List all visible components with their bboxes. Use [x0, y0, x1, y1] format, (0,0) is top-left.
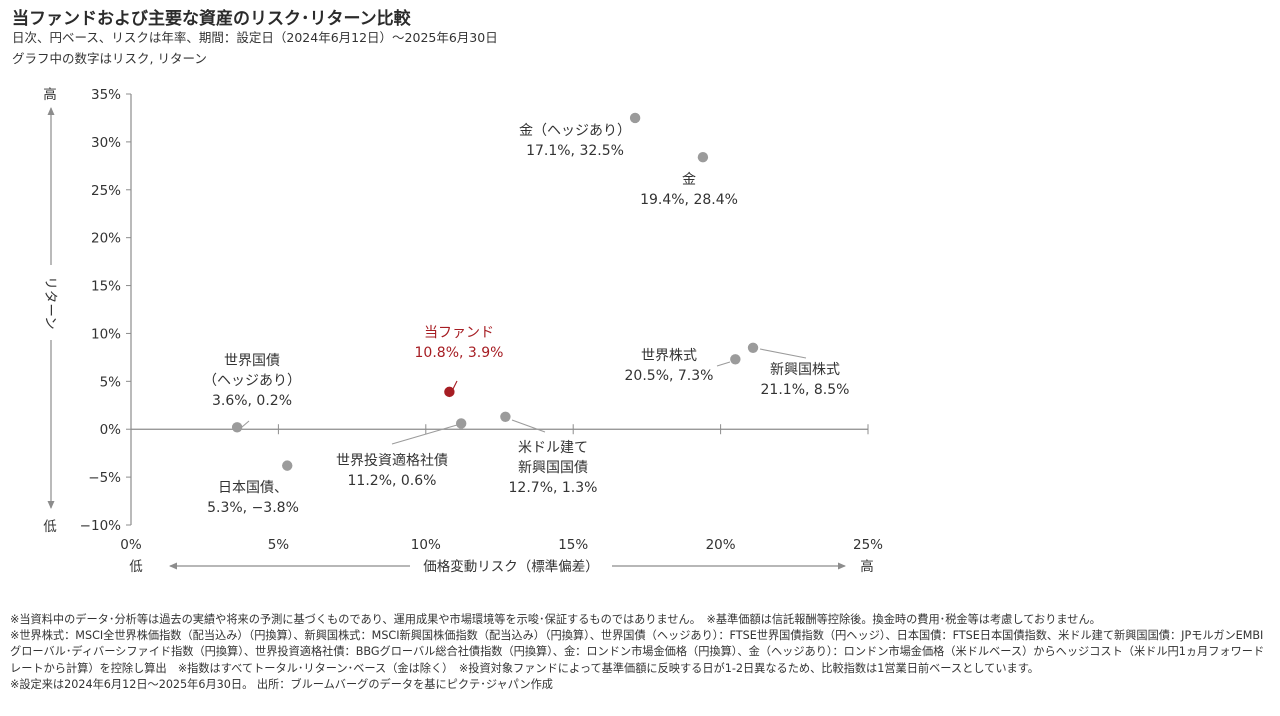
point-value-gold-hedged: 17.1%, 32.5% [526, 143, 624, 159]
y-axis-title: リターン [42, 276, 58, 329]
point-name-world-ig: 世界投資適格社債 [336, 452, 448, 469]
y-tick-label: 0% [100, 422, 122, 438]
footnote-disclaimer: ※当資料中のデータ･分析等は過去の実績や将来の予測に基づくものであり、運用成果や… [10, 613, 1101, 626]
leader-line-world-ig [391, 424, 458, 445]
point-value-jgb: 5.3%, −3.8% [207, 500, 299, 516]
y-tick-label: 30% [91, 135, 121, 151]
data-point-gold [697, 152, 709, 163]
data-labels: 金（ヘッジあり） 17.1%, 32.5% 金 19.4%, 28.4% 当ファンド 10… [203, 123, 849, 516]
point-name-jgb: 日本国債、 [218, 480, 288, 496]
point-value-world-ig: 11.2%, 0.6% [348, 473, 437, 489]
point-name-gold: 金 [682, 172, 696, 188]
y-axis-high-label: 高 [43, 86, 57, 103]
risk-return-scatter-chart: 35% 30% 25% 20% 15% 10% 5% 0% −5% −10% 0% 5% 10% 15% 2… [42, 86, 883, 575]
point-value-em-equity: 21.1%, 8.5% [761, 382, 850, 398]
footnote-period-source: ※設定来は2024年6月12日～2025年6月30日。 出所：ブルームバーグのデ… [10, 677, 553, 691]
point-name-world-bond-hedged: （ヘッジあり） [203, 373, 301, 389]
point-name-em-equity: 新興国株式 [770, 362, 840, 378]
data-point-jgb [282, 460, 293, 471]
y-tick-label: 25% [91, 183, 121, 199]
data-point-world-ig [455, 418, 467, 429]
chart-note: グラフ中の数字はリスク, リターン [12, 51, 207, 66]
x-axis-title: 価格変動リスク（標準偏差） [423, 558, 599, 575]
x-tick-label: 10% [411, 537, 441, 553]
x-tick-label: 5% [268, 537, 290, 553]
x-tick-label: 15% [558, 537, 588, 553]
data-point-world-bond-hedged [231, 422, 243, 433]
data-point-em-equity [747, 342, 759, 354]
chart-title: 当ファンドおよび主要な資産のリスク･リターン比較 [12, 9, 411, 29]
data-point-em-usd-bond [500, 411, 511, 422]
leader-line-em-equity [759, 348, 807, 359]
point-value-world-bond-hedged: 3.6%, 0.2% [212, 393, 292, 409]
data-point-world-equity [730, 354, 741, 365]
footnotes: ※当資料中のデータ･分析等は過去の実績や将来の予測に基づくものであり、運用成果や… [10, 612, 1274, 693]
x-axis-low-label: 低 [129, 559, 143, 575]
x-tick-label: 20% [706, 537, 736, 553]
y-tick-label: 10% [91, 326, 121, 342]
y-tick-label: −5% [88, 470, 121, 486]
point-value-fund: 10.8%, 3.9% [415, 345, 504, 361]
leader-line-em-usd-bond [511, 419, 546, 433]
chart-subtitle: 日次、円ベース、リスクは年率、期間：設定日（2024年6月12日）～2025年6… [12, 30, 498, 45]
x-axis-high-label: 高 [860, 558, 874, 575]
y-tick-label: −10% [80, 518, 121, 534]
point-value-em-usd-bond: 12.7%, 1.3% [509, 480, 598, 496]
y-axis-low-label: 低 [43, 519, 57, 535]
leader-line-world-bond-hedged [241, 420, 250, 428]
point-value-gold: 19.4%, 28.4% [640, 192, 738, 208]
data-point-gold-hedged [629, 112, 641, 124]
x-tick-label: 0% [120, 537, 142, 553]
y-tick-label: 20% [91, 231, 121, 247]
y-tick-label: 35% [91, 87, 121, 103]
data-points [231, 112, 759, 471]
data-point-fund [444, 386, 455, 398]
point-value-world-equity: 20.5%, 7.3% [625, 368, 714, 384]
point-name-world-bond-hedged: 世界国債 [224, 353, 280, 369]
axes-layer: 35% 30% 25% 20% 15% 10% 5% 0% −5% −10% 0% 5% 10% 15% 2… [42, 86, 883, 575]
point-name-em-usd-bond: 新興国国債 [518, 460, 588, 476]
footnote-indices: ※世界株式：MSCI全世界株価指数（配当込み）（円換算）、新興国株式：MSCI新… [10, 629, 1265, 675]
x-tick-label: 25% [853, 537, 883, 553]
point-name-gold-hedged: 金（ヘッジあり） [519, 123, 631, 139]
point-name-fund: 当ファンド [424, 325, 494, 341]
point-name-world-equity: 世界株式 [641, 348, 697, 364]
point-name-em-usd-bond: 米ドル建て [518, 440, 588, 456]
leader-line-world-equity [716, 361, 731, 367]
y-tick-label: 15% [91, 279, 121, 295]
y-tick-label: 5% [100, 374, 122, 390]
